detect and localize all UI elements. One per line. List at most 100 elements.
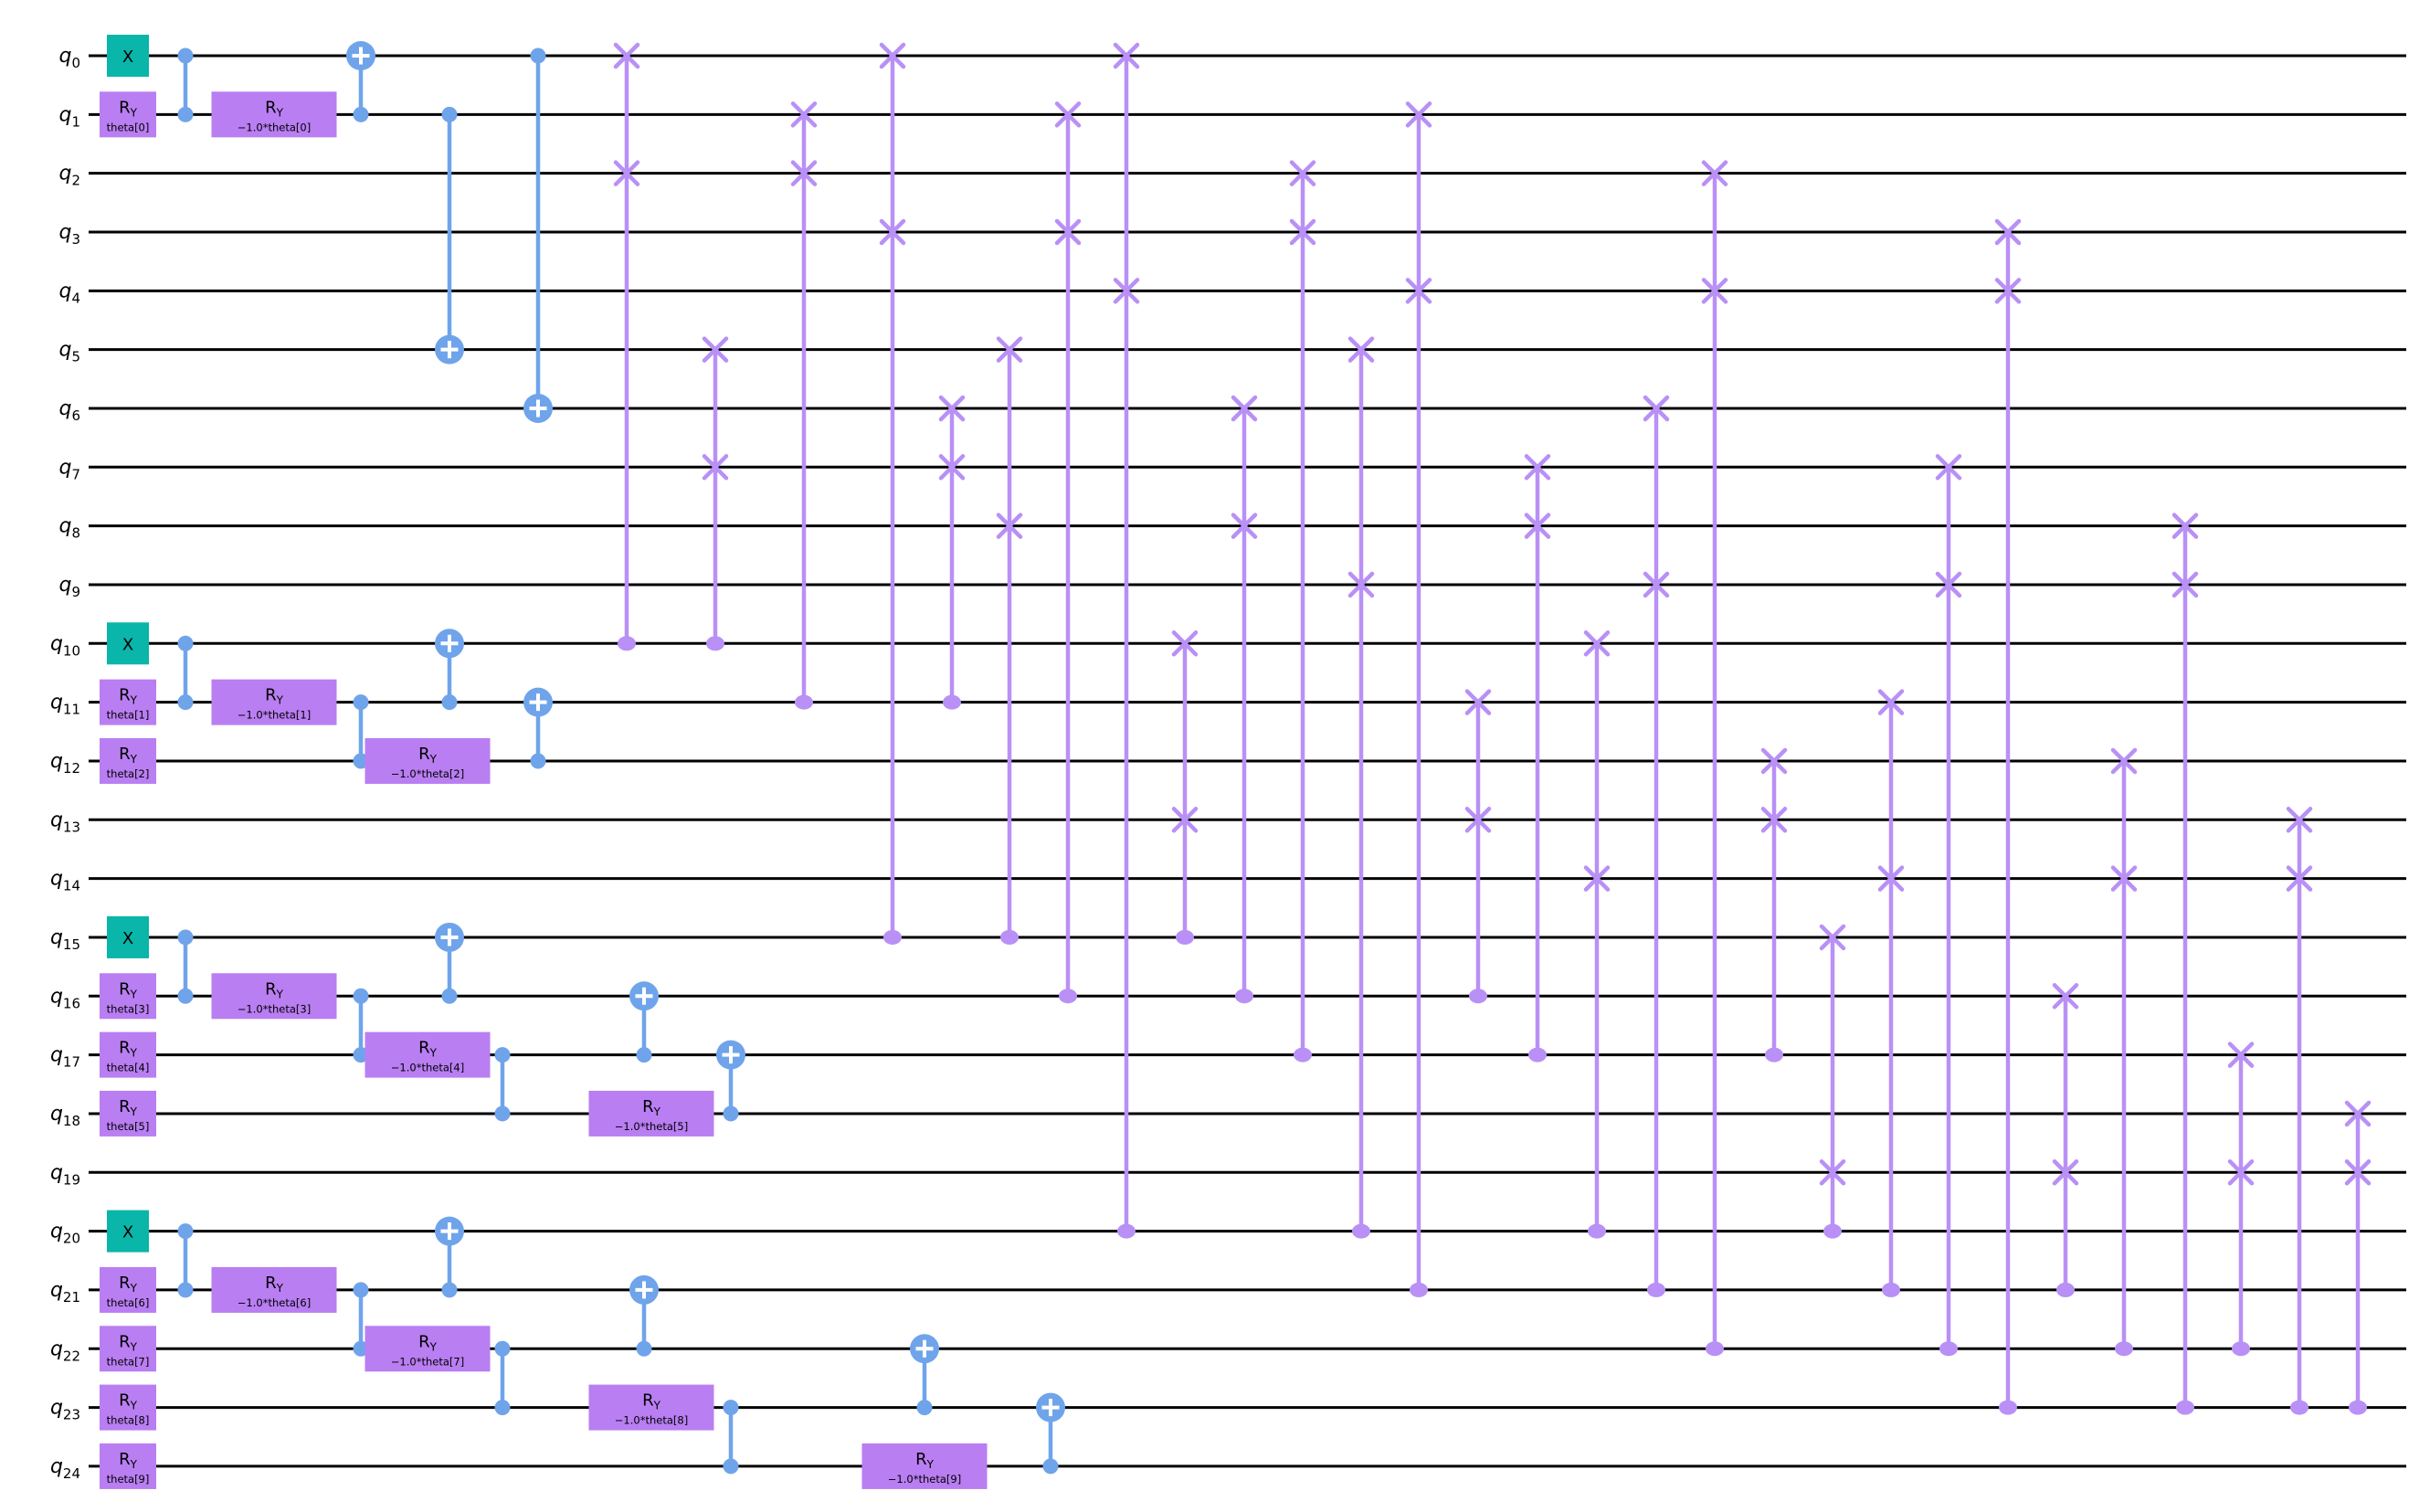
swap-cross-icon <box>1583 630 1611 657</box>
cswap-control-dot <box>1765 1047 1783 1063</box>
cswap-gate-q8-q9-ctrl-q23 <box>2171 513 2199 1415</box>
cswap-gate-q7-q9-ctrl-q22 <box>1935 454 1962 1357</box>
ry-gate-q18: RY theta[5] <box>100 1090 156 1137</box>
cswap-gate-q2-q3-ctrl-q17 <box>1289 160 1316 1063</box>
swap-cross-icon <box>613 160 640 186</box>
swap-cross-icon <box>1994 278 2022 304</box>
qubit-row-q9: q9 <box>58 574 2406 600</box>
ry-gate-box <box>100 737 156 784</box>
swap-cross-icon <box>938 454 966 481</box>
cnot-gate-ctrl-q0-target-q6 <box>523 48 553 423</box>
swap-cross-icon <box>1289 160 1316 186</box>
cswap-control-dot <box>1706 1341 1724 1357</box>
swap-cross-icon <box>1054 101 1082 128</box>
control-dot <box>177 1223 194 1240</box>
cnot-gate-ctrl-q24-target-q23 <box>1036 1392 1065 1475</box>
swap-cross-icon <box>2171 513 2199 539</box>
cswap-control-dot <box>2290 1400 2309 1415</box>
cswap-gate-q7-q8-ctrl-q17 <box>1524 454 1551 1063</box>
qubit-label-q21: q21 <box>50 1279 80 1306</box>
cswap-gate-q1-q4-ctrl-q21 <box>1405 101 1432 1297</box>
qubit-row-q11: q11 <box>50 692 2406 718</box>
swap-cross-icon <box>702 454 729 481</box>
swap-cross-icon <box>2344 1159 2372 1186</box>
qubit-row-q14: q14 <box>50 868 2406 894</box>
ry-gate-param: −1.0*theta[5] <box>615 1120 688 1133</box>
ry-gate-param: theta[9] <box>107 1473 150 1486</box>
ry-gate-box <box>100 1443 156 1489</box>
ry-gate-param: −1.0*theta[7] <box>391 1355 464 1368</box>
cswap-gate-q0-q3-ctrl-q15 <box>879 42 906 945</box>
swap-cross-icon <box>1464 807 1492 833</box>
cnot-gate-ctrl-q21-target-q20 <box>435 1216 464 1298</box>
swap-cross-icon <box>1760 747 1788 775</box>
cswap-control-dot <box>1647 1282 1665 1297</box>
control-dot <box>530 48 546 64</box>
swap-cross-icon <box>1877 865 1905 892</box>
cswap-control-dot <box>1294 1047 1312 1063</box>
cswap-control-dot <box>2176 1400 2194 1415</box>
swap-cross-icon <box>1171 630 1199 657</box>
control-dot <box>353 1282 369 1298</box>
ry-gate-label: RY <box>119 1332 138 1353</box>
qubit-label-q1: q1 <box>58 103 80 130</box>
x-gate-label: X <box>122 635 133 654</box>
control-dot <box>916 1400 933 1416</box>
swap-cross-icon <box>790 101 818 128</box>
ry-gate-label: RY <box>265 979 284 1000</box>
ry-gate-label: RY <box>418 1332 438 1353</box>
control-dot <box>177 635 194 651</box>
ry-gate-box <box>100 1090 156 1137</box>
qubit-row-q7: q7 <box>58 456 2406 482</box>
cswap-gate-q11-q13-ctrl-q16 <box>1464 689 1492 1004</box>
ry-gate-box <box>100 1266 156 1313</box>
ry-gate-label: RY <box>418 745 438 766</box>
cswap-gate-q6-q9-ctrl-q21 <box>1643 395 1670 1297</box>
swap-cross-icon <box>1583 865 1611 892</box>
swap-cross-icon <box>702 336 729 363</box>
cswap-control-dot <box>1823 1223 1842 1239</box>
ry-gate-label: RY <box>119 98 138 119</box>
ry-gate-param: −1.0*theta[8] <box>615 1414 688 1427</box>
qubit-row-q15: q15 <box>50 926 2406 953</box>
qubit-label-q14: q14 <box>50 868 80 894</box>
swap-cross-icon <box>1877 689 1905 715</box>
qubit-row-q20: q20 <box>50 1221 2406 1247</box>
qubit-row-q19: q19 <box>50 1161 2406 1188</box>
qubit-label-q11: q11 <box>50 692 80 718</box>
x-gate-q10: X <box>107 622 149 665</box>
control-dot <box>441 106 458 122</box>
qubit-label-q22: q22 <box>50 1338 80 1364</box>
qubit-row-q2: q2 <box>58 163 2406 189</box>
control-dot <box>177 988 194 1004</box>
cswap-control-dot <box>883 929 902 945</box>
cswap-gate-q1-q2-ctrl-q11 <box>790 101 818 710</box>
cswap-gate-q6-q7-ctrl-q11 <box>938 395 966 710</box>
ry-gate-label: RY <box>119 745 138 766</box>
cz-gate-q22-q23 <box>494 1340 511 1416</box>
ry-gate-box <box>100 973 156 1020</box>
ry-gate-label: RY <box>915 1450 935 1471</box>
cnot-gate-ctrl-q16-target-q15 <box>435 922 464 1004</box>
ry-gate-param: −1.0*theta[2] <box>391 767 464 780</box>
cswap-gate-q1-q3-ctrl-q16 <box>1054 101 1082 1004</box>
cz-gate-q16-q17 <box>353 988 369 1063</box>
cz-gate-q11-q12 <box>353 694 369 769</box>
qubit-row-q10: q10 <box>50 632 2406 659</box>
control-dot <box>441 1282 458 1298</box>
ry-gate-q1: RY −1.0*theta[0] <box>211 91 337 138</box>
swap-cross-icon <box>2052 983 2079 1010</box>
swap-cross-icon <box>2227 1159 2255 1186</box>
control-dot <box>177 48 194 64</box>
qubit-row-q4: q4 <box>58 280 2406 306</box>
control-dot <box>636 1047 652 1063</box>
cswap-control-dot <box>706 636 724 651</box>
control-dot <box>723 1400 739 1416</box>
cswap-control-dot <box>1469 989 1487 1004</box>
cz-gate-q20-q21 <box>177 1223 194 1298</box>
ry-gate-box <box>211 679 337 725</box>
ry-gate-param: −1.0*theta[6] <box>238 1296 311 1309</box>
control-dot <box>177 106 194 122</box>
cswap-control-dot <box>1882 1282 1900 1297</box>
